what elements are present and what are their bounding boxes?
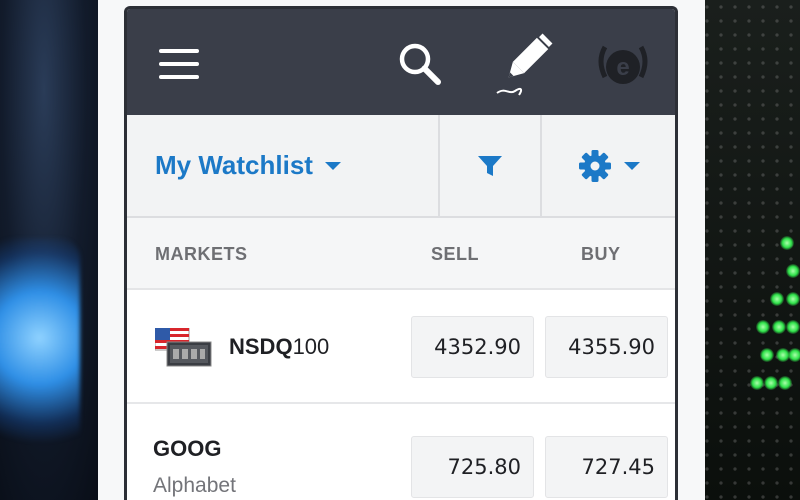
background-green-dot: [788, 348, 800, 362]
watchlist-label: My Watchlist: [155, 150, 313, 180]
background-left: [0, 0, 110, 500]
us-flag-icon: [154, 327, 213, 368]
background-green-dot: [786, 264, 800, 278]
toolbar-divider: [438, 115, 440, 216]
buy-column-label: BUY: [581, 244, 621, 264]
watchlist-toolbar: My Watchlist: [127, 115, 675, 218]
toolbar-divider: [540, 115, 542, 216]
background-green-dot: [770, 292, 784, 306]
background-led-dots: [700, 0, 800, 500]
background-right: [700, 0, 800, 500]
market-symbol-bold: NSDQ: [229, 334, 293, 359]
markets-column-label: MARKETS: [155, 244, 248, 264]
sell-price-button[interactable]: 725.80: [411, 436, 534, 498]
gear-icon: [578, 149, 611, 182]
hamburger-menu-icon[interactable]: [159, 49, 199, 79]
chevron-down-icon: [623, 161, 640, 170]
sell-column-label: SELL: [431, 244, 480, 264]
background-green-dot: [778, 376, 792, 390]
search-icon[interactable]: [397, 41, 443, 87]
background-green-dot: [750, 376, 764, 390]
chevron-down-icon: [324, 161, 341, 170]
background-green-dot: [776, 348, 790, 362]
filter-button[interactable]: [440, 115, 540, 216]
background-green-dot: [780, 236, 794, 250]
background-light-blob: [0, 238, 80, 460]
svg-text:e: e: [616, 54, 629, 81]
app-screen: e My Watchlist: [124, 6, 678, 500]
pencil-icon[interactable]: [489, 30, 556, 99]
market-row-goog[interactable]: GOOG Alphabet 725.80 727.45: [127, 404, 675, 500]
buy-price-button[interactable]: 4355.90: [545, 316, 668, 378]
brand-logo-icon[interactable]: e: [595, 39, 651, 89]
background-green-dot: [760, 348, 774, 362]
phone-device: e My Watchlist: [98, 0, 705, 500]
background-green-dot: [786, 292, 800, 306]
market-symbol-rest: 100: [292, 334, 330, 359]
watchlist-dropdown[interactable]: My Watchlist: [127, 115, 438, 216]
market-symbol-bold: GOOG: [153, 436, 222, 461]
market-column-header: MARKETS SELL BUY: [127, 218, 675, 290]
filter-icon: [478, 155, 502, 176]
background-green-dot: [764, 376, 778, 390]
buy-price-button[interactable]: 727.45: [545, 436, 668, 498]
settings-dropdown[interactable]: [542, 115, 675, 216]
top-app-bar: e: [127, 9, 675, 115]
background-green-dot: [772, 320, 786, 334]
background-green-dot: [786, 320, 800, 334]
market-row-nsdq100[interactable]: NSDQ100 4352.90 4355.90: [127, 290, 675, 404]
sell-price-button[interactable]: 4352.90: [411, 316, 534, 378]
market-name: Alphabet: [153, 474, 236, 497]
market-symbol: NSDQ100: [229, 334, 329, 360]
market-symbol: GOOG: [153, 436, 221, 462]
background-green-dot: [756, 320, 770, 334]
